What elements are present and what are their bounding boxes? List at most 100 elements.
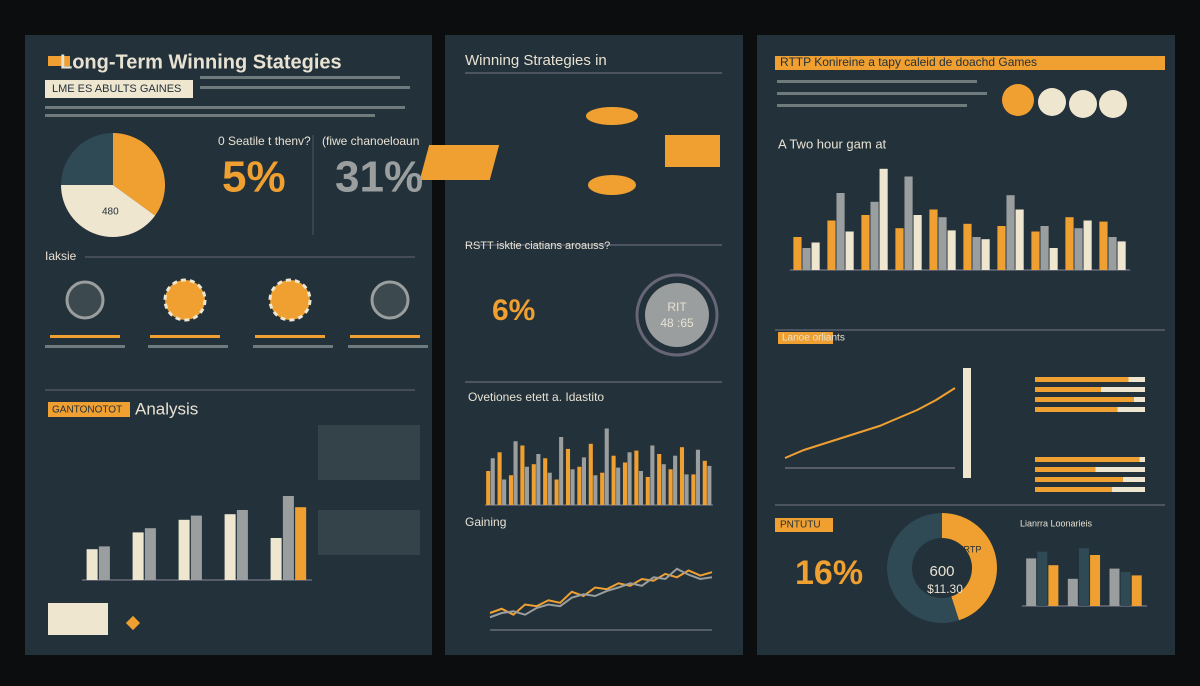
bar [997, 226, 1006, 270]
qr-code [48, 603, 108, 635]
subtitle: A Two hour gam at [778, 136, 887, 151]
badge-box [45, 80, 193, 98]
bar [1099, 221, 1108, 270]
bar [622, 462, 628, 505]
bar [1035, 467, 1096, 472]
bar [895, 228, 904, 270]
title-bar [775, 56, 1165, 70]
bar [1083, 220, 1092, 270]
bar [793, 237, 802, 270]
bar [178, 519, 190, 580]
bar [695, 449, 701, 505]
bar [86, 549, 98, 580]
stat-value: 6% [492, 294, 535, 327]
pie-slice [113, 133, 166, 216]
bar [1048, 565, 1059, 606]
bar [707, 465, 712, 505]
chart-title: Lianrra Loonarieis [1020, 518, 1093, 528]
bar [132, 532, 144, 580]
chart-title: Gaining [465, 515, 506, 529]
bar [513, 441, 518, 505]
pie-slice [61, 133, 113, 185]
bar [836, 193, 845, 270]
bar [1067, 578, 1078, 606]
bar [616, 467, 621, 505]
bar [588, 443, 593, 505]
note-box [318, 425, 420, 480]
bar [679, 447, 685, 505]
line [784, 387, 956, 459]
bar [497, 452, 502, 505]
stat-value: 16% [795, 554, 863, 592]
bar [657, 454, 662, 505]
bar [1120, 572, 1131, 606]
bar [554, 479, 559, 505]
bar [1035, 487, 1112, 492]
placeholder-lines [45, 76, 410, 117]
bar [520, 445, 525, 505]
bar [1031, 231, 1040, 270]
gauge-value: 48 :65 [660, 316, 694, 330]
donut-amount: $11.30 [927, 582, 963, 596]
badge-box [775, 518, 833, 532]
panel [757, 35, 1175, 655]
pie-slice [61, 185, 156, 237]
bar [611, 455, 616, 505]
bar [236, 510, 248, 580]
bar [645, 476, 650, 505]
panel [445, 35, 743, 655]
bar [565, 448, 571, 505]
bar [570, 469, 575, 505]
bar [904, 176, 913, 270]
gauge-label: RIT [667, 300, 687, 314]
bar [543, 458, 548, 505]
section-label: Iaksie [45, 249, 77, 263]
bar [929, 209, 938, 270]
bar [963, 223, 972, 270]
stat-value: 31% [335, 153, 423, 202]
title: Long-Term Winning Stategies [60, 51, 342, 73]
bar [1035, 477, 1123, 482]
donut-label: TRTP [958, 544, 981, 554]
bar [827, 220, 836, 270]
bar [1090, 555, 1101, 606]
badge: GANTONOTOT [52, 405, 122, 416]
bar [1040, 226, 1049, 270]
bar [638, 471, 644, 505]
bar [536, 454, 541, 505]
badge-box [48, 402, 130, 417]
bar [1026, 558, 1037, 606]
bar [1117, 241, 1126, 270]
bar [559, 437, 564, 505]
line [489, 569, 713, 616]
bar [802, 248, 811, 270]
bar [1035, 407, 1118, 412]
bar-accent [963, 368, 971, 478]
bar [508, 475, 514, 505]
chart-title: Ovetiones etett a. Idastito [468, 390, 604, 404]
bar [600, 472, 605, 505]
pie-slice [886, 513, 959, 623]
bar [1035, 377, 1129, 382]
bar [913, 215, 922, 270]
chips [777, 80, 1127, 118]
bar [972, 237, 981, 270]
bar [1015, 209, 1024, 270]
bar [861, 215, 870, 270]
gauge-ring [635, 273, 719, 357]
bar [691, 474, 696, 505]
bar [190, 515, 202, 580]
bar [282, 496, 294, 580]
icon [125, 615, 141, 631]
bar [879, 168, 888, 270]
bar [627, 452, 632, 505]
badge-box [778, 332, 833, 344]
bar [634, 450, 639, 505]
pie-slice [942, 513, 997, 621]
stat-label: 0 Seatile t thenv? [218, 134, 311, 148]
bar [1006, 195, 1015, 270]
pie-label: 480 [102, 207, 119, 218]
bar [547, 472, 552, 505]
note-box [318, 510, 420, 555]
bar [1065, 217, 1074, 270]
